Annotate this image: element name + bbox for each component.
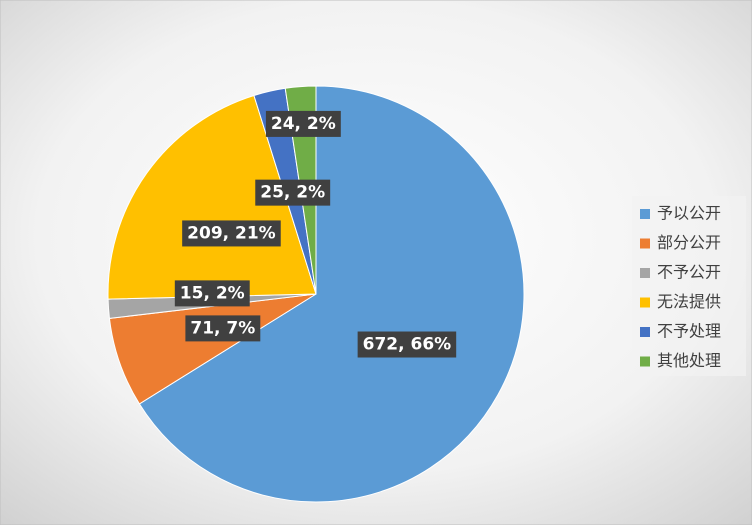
data-label: 15, 2% bbox=[180, 283, 245, 303]
legend-swatch bbox=[640, 209, 650, 219]
legend-swatch bbox=[640, 327, 650, 337]
pie-slice bbox=[138, 85, 525, 503]
data-label: 24, 2% bbox=[271, 114, 336, 134]
data-label-box bbox=[255, 179, 331, 206]
data-label-box bbox=[265, 110, 341, 137]
data-label: 209, 21% bbox=[187, 223, 276, 243]
data-label-box bbox=[174, 280, 250, 307]
legend-box bbox=[632, 196, 746, 376]
pie-slice bbox=[107, 94, 317, 300]
legend-label: 部分公开 bbox=[657, 233, 721, 252]
data-label-box bbox=[185, 315, 261, 342]
legend-label: 予以公开 bbox=[657, 204, 721, 223]
legend-label: 无法提供 bbox=[657, 292, 721, 311]
legend-swatch bbox=[640, 238, 650, 249]
data-label: 672, 66% bbox=[363, 335, 452, 355]
data-labels: 672, 66% 71, 7% 15, 2% 209, 21% 25, 2% 24, 2% bbox=[174, 110, 457, 358]
data-label-box bbox=[357, 331, 457, 358]
legend-label: 其他处理 bbox=[657, 351, 721, 370]
legend-swatch bbox=[640, 297, 650, 308]
legend-label: 不予处理 bbox=[657, 322, 721, 341]
data-label: 25, 2% bbox=[260, 183, 325, 203]
legend-label: 不予公开 bbox=[657, 263, 721, 282]
legend-swatch bbox=[640, 356, 650, 367]
data-label-box bbox=[182, 220, 281, 247]
legend-swatch bbox=[640, 268, 650, 278]
pie bbox=[107, 85, 525, 503]
data-label: 71, 7% bbox=[190, 318, 255, 338]
